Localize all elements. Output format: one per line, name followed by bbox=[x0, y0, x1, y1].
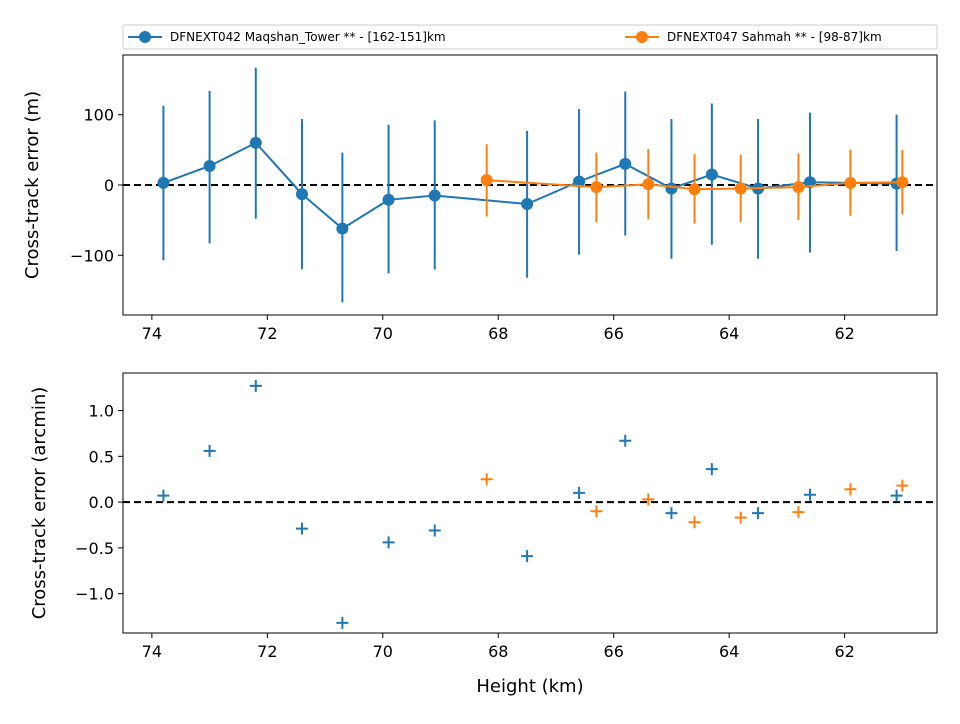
bottom-point bbox=[734, 511, 747, 524]
bottom-series-1 bbox=[480, 473, 909, 529]
bottom-xtick-label: 66 bbox=[604, 642, 624, 661]
top-xtick-label: 68 bbox=[488, 324, 508, 343]
top-point bbox=[896, 176, 909, 189]
bottom-series-0 bbox=[157, 379, 903, 629]
top-point bbox=[792, 181, 805, 194]
top-point bbox=[336, 222, 349, 235]
bottom-point bbox=[521, 550, 534, 563]
top-point bbox=[642, 178, 655, 191]
top-point bbox=[573, 175, 586, 188]
bottom-point bbox=[203, 444, 216, 457]
bottom-ytick-label: −0.5 bbox=[75, 539, 114, 558]
bottom-plot-area bbox=[123, 379, 937, 629]
bottom-ytick-label: 0.5 bbox=[89, 447, 114, 466]
bottom-ytick-label: 0.0 bbox=[89, 493, 114, 512]
bottom-ytick-label: 1.0 bbox=[89, 402, 114, 421]
top-ytick-label: 100 bbox=[83, 106, 114, 125]
top-ylabel: Cross-track error (m) bbox=[22, 91, 43, 279]
top-xtick-label: 74 bbox=[142, 324, 162, 343]
top-axes: 74 72 70 68 66 64 62 100 0 −100 bbox=[70, 106, 855, 343]
bottom-xtick-label: 68 bbox=[488, 642, 508, 661]
bottom-point bbox=[249, 379, 262, 392]
top-point bbox=[249, 136, 262, 149]
top-point bbox=[688, 183, 701, 196]
top-xtick-label: 66 bbox=[604, 324, 624, 343]
bottom-axes: 74 72 70 68 66 64 62 1.0 0.5 0.0 −0.5 −1.0 bbox=[75, 402, 855, 661]
top-point bbox=[157, 176, 170, 189]
top-point bbox=[844, 176, 857, 189]
top-point bbox=[521, 197, 534, 210]
bottom-ytick-label: −1.0 bbox=[75, 585, 114, 604]
top-plot-area bbox=[123, 67, 937, 303]
bottom-point bbox=[792, 506, 805, 519]
top-xtick-label: 72 bbox=[257, 324, 277, 343]
top-series-line bbox=[486, 179, 903, 191]
top-ytick-label: 0 bbox=[104, 176, 114, 195]
top-point bbox=[480, 174, 493, 187]
bottom-point bbox=[295, 522, 308, 535]
bottom-xtick-label: 70 bbox=[373, 642, 393, 661]
bottom-point bbox=[619, 434, 632, 447]
top-xtick-label: 62 bbox=[834, 324, 854, 343]
bottom-point bbox=[803, 488, 816, 501]
bottom-point bbox=[705, 463, 718, 476]
legend-label-1: DFNEXT047 Sahmah ** - [98-87]km bbox=[667, 30, 882, 44]
bottom-point bbox=[382, 536, 395, 549]
bottom-xtick-label: 72 bbox=[257, 642, 277, 661]
bottom-point bbox=[844, 483, 857, 496]
legend-marker-1 bbox=[636, 31, 648, 43]
bottom-point bbox=[590, 505, 603, 518]
bottom-point bbox=[573, 486, 586, 499]
bottom-point bbox=[752, 507, 765, 520]
top-series-1 bbox=[480, 144, 909, 224]
bottom-point bbox=[642, 493, 655, 506]
top-ytick-label: −100 bbox=[70, 246, 114, 265]
top-point bbox=[203, 160, 216, 173]
top-point bbox=[428, 189, 441, 202]
bottom-point bbox=[428, 524, 441, 537]
legend-entry-0: DFNEXT042 Maqshan_Tower ** - [162-151]km bbox=[128, 30, 446, 44]
legend-entry-1: DFNEXT047 Sahmah ** - [98-87]km bbox=[625, 30, 882, 44]
bottom-point bbox=[890, 489, 903, 502]
bottom-point bbox=[665, 507, 678, 520]
top-point bbox=[619, 157, 632, 170]
bottom-xtick-label: 74 bbox=[142, 642, 162, 661]
top-point bbox=[590, 181, 603, 194]
bottom-point bbox=[336, 616, 349, 629]
bottom-axes-frame bbox=[122, 372, 938, 634]
bottom-xtick-label: 62 bbox=[834, 642, 854, 661]
bottom-point bbox=[688, 516, 701, 529]
top-point bbox=[295, 188, 308, 201]
bottom-ylabel: Cross-track error (arcmin) bbox=[29, 387, 50, 620]
legend: DFNEXT042 Maqshan_Tower ** - [162-151]km… bbox=[122, 24, 938, 50]
bottom-xtick-label: 64 bbox=[719, 642, 739, 661]
bottom-point bbox=[157, 489, 170, 502]
bottom-point bbox=[480, 473, 493, 486]
top-point bbox=[734, 182, 747, 195]
chart-top: 74 72 70 68 66 64 62 100 0 −100 Cross-track error… bbox=[22, 54, 938, 343]
top-xtick-label: 70 bbox=[373, 324, 393, 343]
chart-bottom: 74 72 70 68 66 64 62 1.0 0.5 0.0 −0.5 −1.0 Cross-tr… bbox=[29, 372, 938, 697]
bottom-xlabel: Height (km) bbox=[476, 676, 583, 697]
top-point bbox=[665, 182, 678, 195]
top-xtick-label: 64 bbox=[719, 324, 739, 343]
top-point bbox=[705, 168, 718, 181]
bottom-point bbox=[896, 479, 909, 492]
legend-label-0: DFNEXT042 Maqshan_Tower ** - [162-151]km bbox=[170, 30, 446, 44]
legend-marker-0 bbox=[139, 31, 151, 43]
top-point bbox=[382, 193, 395, 206]
legend-frame bbox=[122, 24, 938, 50]
